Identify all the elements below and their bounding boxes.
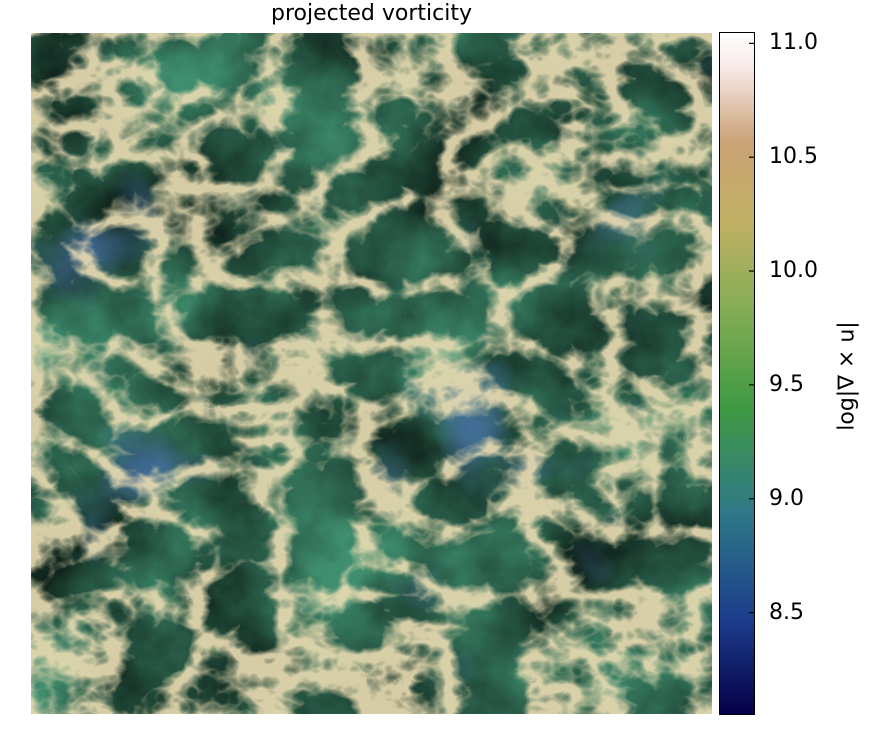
colorbar-tick-label: 10.5 — [769, 144, 818, 170]
colorbar — [719, 32, 755, 715]
chart-title: projected vorticity — [271, 1, 472, 26]
vorticity-field — [31, 33, 712, 714]
colorbar-tick-label: 8.5 — [769, 599, 804, 625]
colorbar-label: log|∇ × u| — [834, 321, 860, 431]
colorbar-tick-label: 10.0 — [769, 258, 818, 284]
colorbar-tick-label: 9.5 — [769, 371, 804, 397]
colorbar-tick-label: 9.0 — [769, 485, 804, 511]
colorbar-tick-label: 11.0 — [769, 30, 818, 56]
